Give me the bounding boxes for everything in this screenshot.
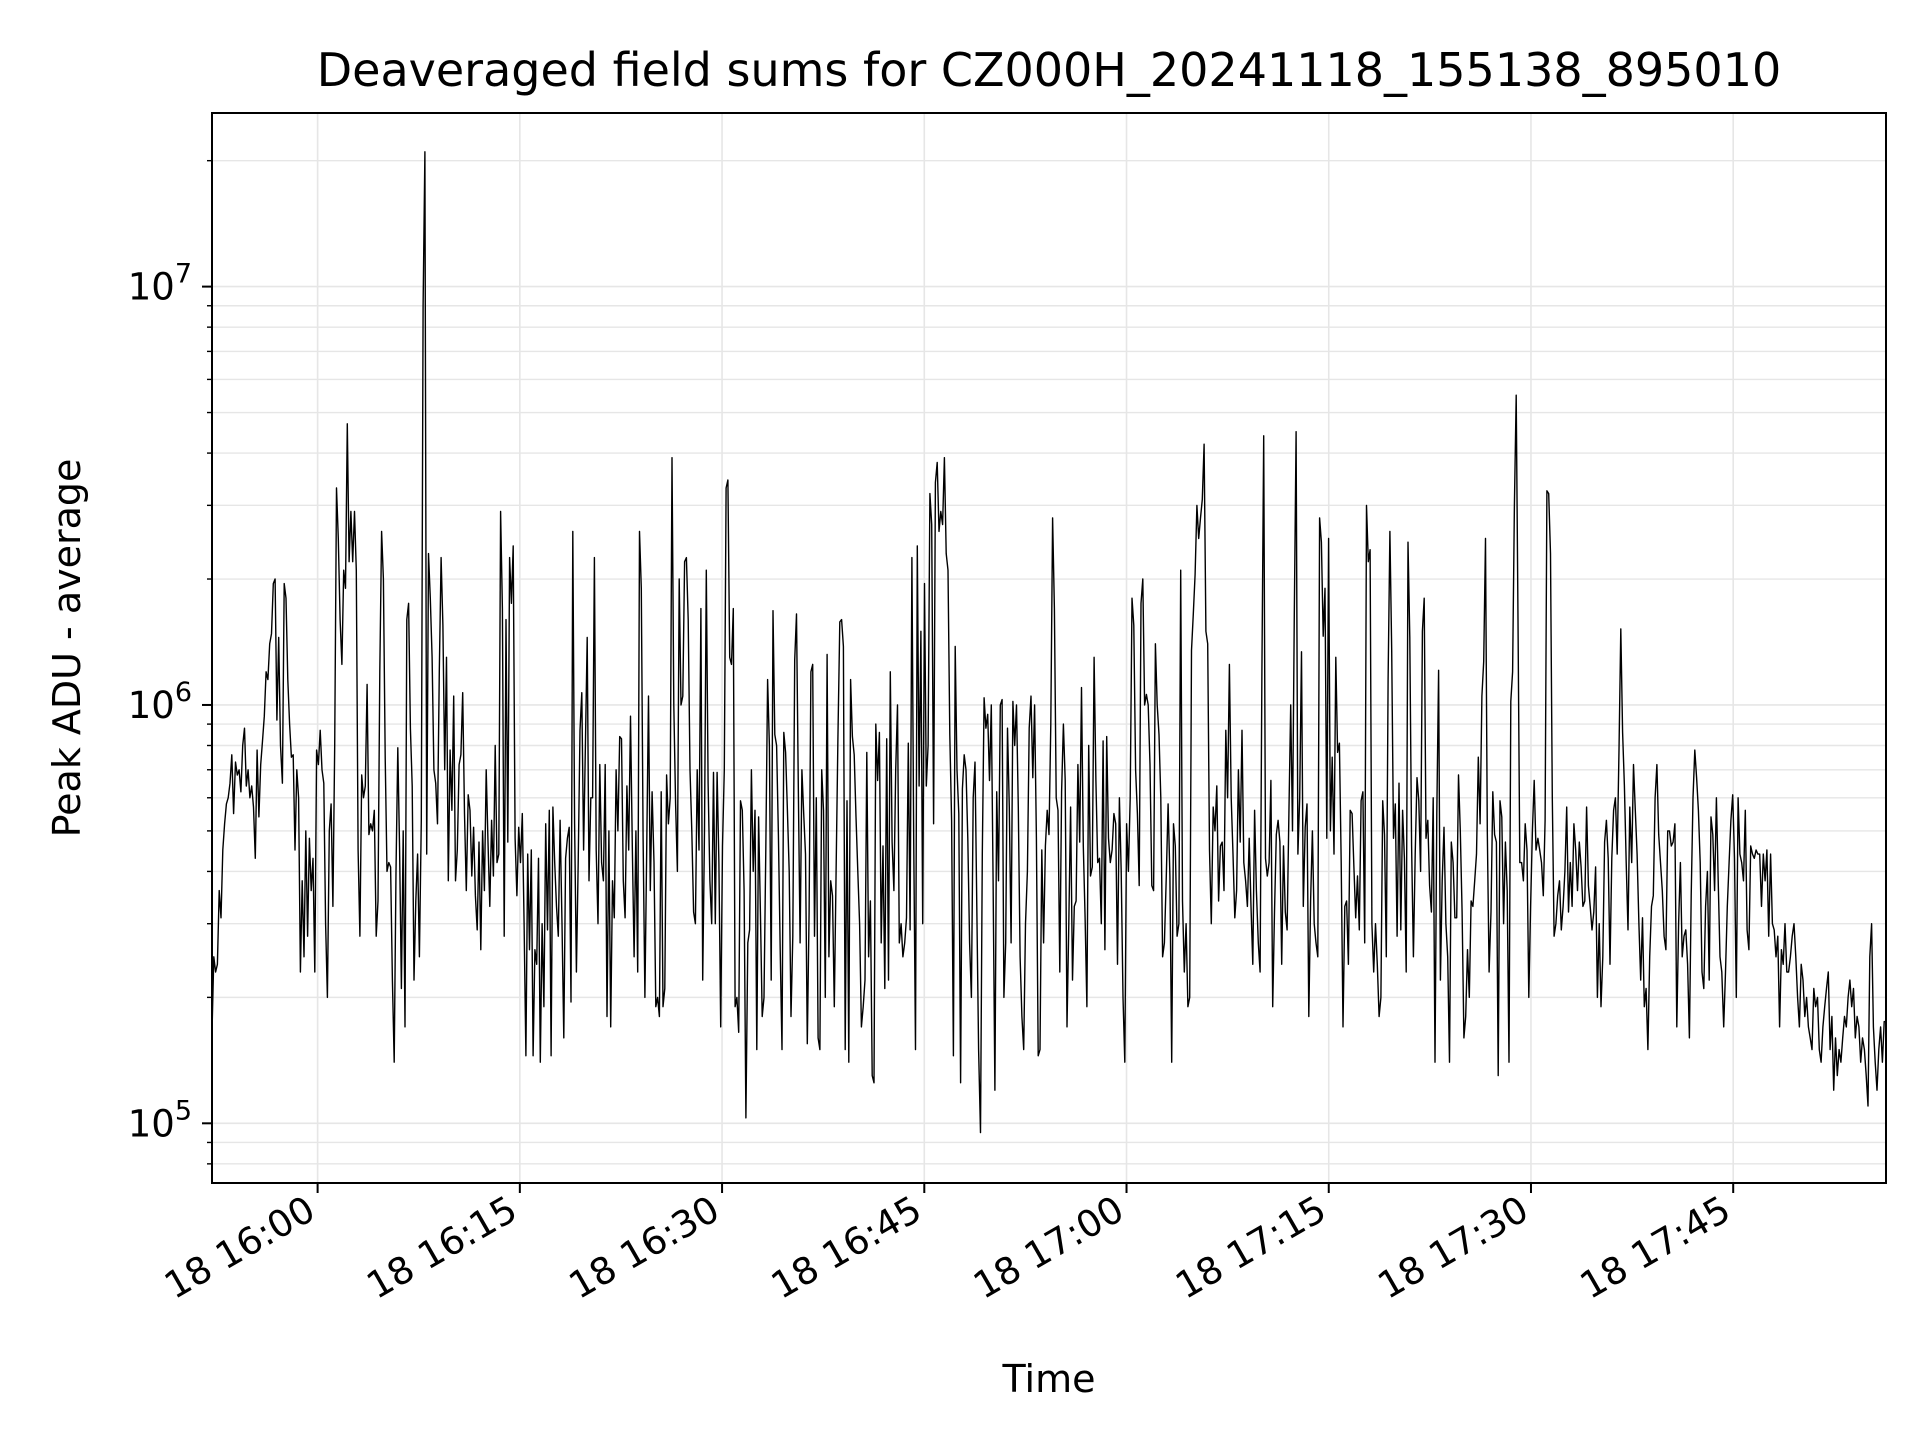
- x-tick-label: 18 17:30: [1371, 1188, 1536, 1308]
- y-tick-exponent: 7: [175, 259, 192, 290]
- x-axis-ticks: 18 16:00 18 16:15 18 16:30 18 16:45 18 17:00…: [157, 1183, 1738, 1308]
- y-tick-base: 10: [128, 1102, 175, 1145]
- y-tick-label: 107: [128, 259, 192, 309]
- x-tick-label: 18 16:45: [764, 1188, 929, 1308]
- y-tick-label: 106: [128, 677, 192, 727]
- chart-title: Deaveraged field sums for CZ000H_2024111…: [317, 43, 1781, 97]
- grid-lines: [212, 113, 1886, 1183]
- x-axis-label: Time: [1002, 1357, 1096, 1401]
- x-tick-label: 18 17:45: [1573, 1188, 1738, 1308]
- series-line: [211, 151, 1886, 1134]
- x-tick-label: 18 16:30: [562, 1188, 727, 1308]
- y-tick-exponent: 6: [175, 677, 192, 708]
- y-tick-base: 10: [128, 266, 175, 309]
- x-tick-label: 18 16:15: [360, 1188, 525, 1308]
- x-tick-label: 18 17:15: [1168, 1188, 1333, 1308]
- y-tick-label: 105: [128, 1095, 192, 1145]
- plot-area-frame: [211, 112, 1887, 1184]
- x-tick-label: 18 17:00: [966, 1188, 1131, 1308]
- y-tick-base: 10: [128, 684, 175, 727]
- y-tick-exponent: 5: [175, 1095, 192, 1126]
- x-tick-label: 18 16:00: [157, 1188, 322, 1308]
- y-axis-label: Peak ADU - average: [45, 459, 89, 838]
